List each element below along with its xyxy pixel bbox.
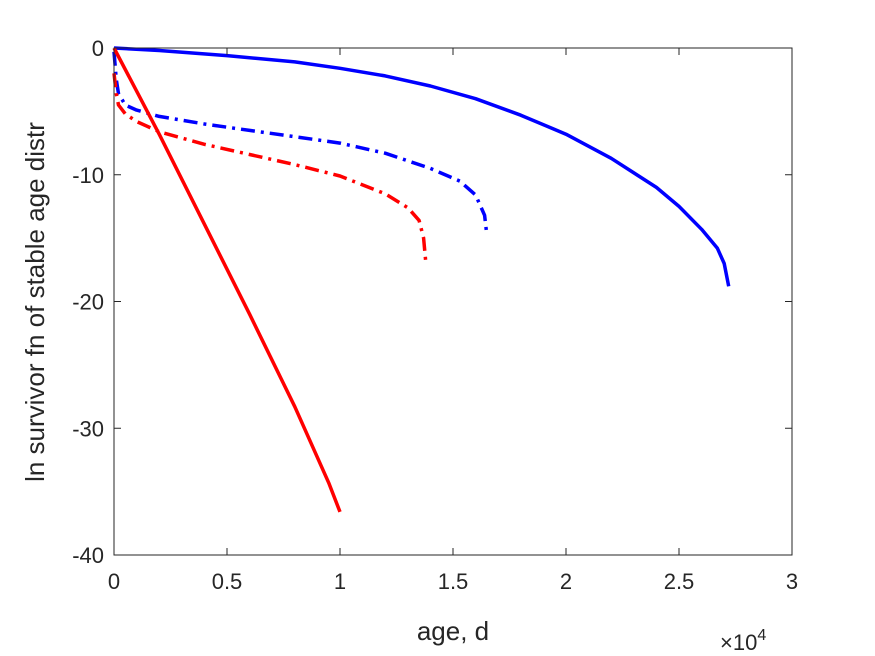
- x-tick-label: 3: [786, 569, 798, 594]
- y-tick-label: -40: [72, 543, 104, 568]
- y-tick-label: -20: [72, 290, 104, 315]
- series-line-2: [112, 51, 489, 236]
- x-tick-label: 1: [334, 569, 346, 594]
- ticks-layer: 0 0.5 1 1.5 2 2.5 3 0 -10 -20 -30 -40: [72, 36, 798, 594]
- y-tick-label: -10: [72, 163, 104, 188]
- x-tick-label: 2: [560, 569, 572, 594]
- x-tick-label: 2.5: [664, 569, 695, 594]
- series-line-3: [112, 47, 342, 513]
- x-exponent-power: 4: [757, 627, 766, 644]
- x-exponent-base: ×10: [720, 630, 757, 655]
- series-layer: [112, 46, 731, 513]
- x-tick-label: 0: [108, 569, 120, 594]
- y-tick-label: 0: [92, 36, 104, 61]
- x-tick-label: 0.5: [212, 569, 243, 594]
- x-tick-label: 1.5: [438, 569, 469, 594]
- series-line-1: [113, 46, 731, 287]
- x-exponent-label: ×104: [720, 627, 766, 655]
- series-line-4: [112, 73, 428, 264]
- x-axis-label: age, d: [417, 616, 489, 646]
- plot-area: [114, 48, 792, 555]
- y-tick-label: -30: [72, 416, 104, 441]
- y-axis-label: ln survivor fn of stable age distr: [20, 122, 50, 482]
